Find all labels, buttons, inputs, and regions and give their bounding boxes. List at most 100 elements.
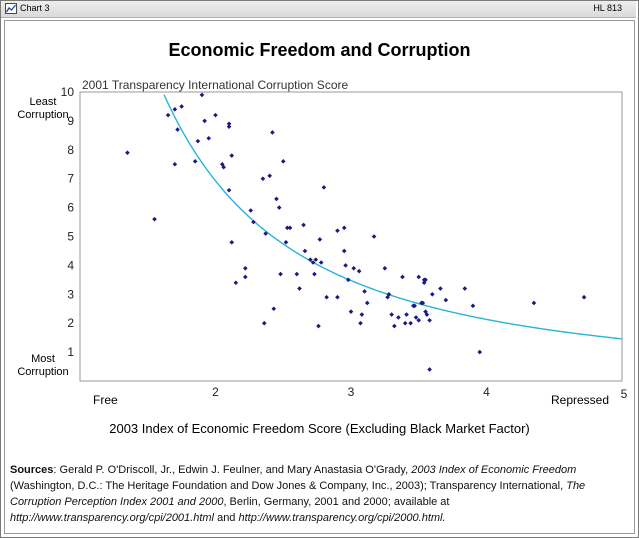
- y-axis-title: 2001 Transparency International Corrupti…: [82, 78, 349, 92]
- chart-icon: [5, 3, 17, 14]
- data-point: [206, 135, 212, 141]
- data-point: [261, 320, 267, 326]
- data-point: [343, 263, 348, 268]
- data-point: [324, 294, 329, 300]
- data-point: [386, 292, 392, 297]
- data-point: [270, 130, 275, 135]
- y-tick-label: 8: [67, 143, 74, 157]
- data-point: [267, 173, 272, 179]
- x-tick-label: 3: [348, 385, 355, 399]
- data-point: [335, 228, 340, 234]
- y-tick-label: 2: [67, 316, 74, 330]
- data-point: [392, 323, 397, 329]
- y-tick-label: 1: [67, 345, 74, 359]
- data-point: [285, 225, 290, 231]
- data-point: [202, 118, 207, 124]
- data-point: [477, 349, 483, 355]
- data-point: [396, 315, 401, 320]
- data-point: [470, 303, 476, 309]
- data-point: [301, 222, 306, 228]
- data-point: [413, 315, 419, 320]
- data-point: [221, 164, 226, 170]
- plot-area: [79, 91, 623, 382]
- document-id: HL 813: [593, 3, 622, 13]
- data-point: [362, 289, 367, 294]
- data-point: [172, 107, 178, 112]
- data-point: [313, 257, 319, 262]
- x-right-label: Repressed: [551, 393, 610, 407]
- data-point: [364, 300, 370, 306]
- data-point: [263, 231, 268, 236]
- data-point: [317, 237, 323, 242]
- data-point: [416, 318, 422, 323]
- data-point: [226, 121, 232, 127]
- data-point: [531, 300, 537, 306]
- data-point: [172, 161, 178, 167]
- y-tick-label: 6: [67, 201, 74, 215]
- sources-note: Sources: Gerald P. O'Driscoll, Jr., Edwi…: [10, 462, 630, 526]
- data-point: [229, 239, 235, 245]
- data-point: [287, 225, 293, 231]
- data-point: [359, 312, 365, 317]
- data-point: [233, 280, 239, 286]
- data-point: [318, 260, 324, 265]
- y-tick-label: 4: [67, 258, 74, 272]
- trend-line: [163, 94, 623, 340]
- data-point: [226, 124, 232, 129]
- data-point: [243, 274, 248, 280]
- data-point: [271, 306, 277, 312]
- data-point: [125, 150, 130, 155]
- data-point: [175, 127, 180, 132]
- sources-text-3: , Berlin, Germany, 2001 and 2000; availa…: [223, 496, 450, 508]
- chart-header-bar: Chart 3 HL 813: [1, 1, 636, 18]
- x-tick-label: 4: [483, 385, 490, 399]
- data-point: [462, 286, 468, 291]
- x-axis-title: 2003 Index of Economic Freedom Score (Ex…: [109, 421, 530, 436]
- data-point: [226, 187, 232, 193]
- x-tick-label: 2: [212, 385, 219, 399]
- data-point: [316, 323, 321, 329]
- data-point: [199, 92, 205, 98]
- data-point: [404, 312, 409, 317]
- sources-title-1: 2003 Index of Economic Freedom: [411, 464, 577, 476]
- x-left-label: Free: [93, 393, 118, 407]
- data-point: [312, 271, 317, 277]
- data-point: [308, 257, 313, 262]
- data-point: [243, 265, 248, 271]
- data-point: [423, 277, 428, 283]
- data-point: [430, 292, 435, 297]
- data-point: [274, 196, 279, 202]
- chart-number-label: Chart 3: [20, 3, 50, 13]
- y-tick-label: 7: [67, 172, 74, 186]
- sources-url-2: http://www.transparency.org/cpi/2000.htm…: [238, 512, 446, 524]
- data-point: [195, 138, 201, 144]
- data-point: [443, 297, 449, 303]
- data-point: [280, 159, 286, 164]
- data-point: [321, 185, 327, 190]
- data-point: [382, 265, 388, 271]
- data-point: [297, 286, 302, 291]
- data-point: [165, 112, 171, 118]
- data-point: [302, 248, 308, 254]
- data-point: [283, 239, 289, 245]
- data-point: [371, 234, 377, 239]
- data-point: [341, 248, 347, 254]
- data-point: [420, 300, 426, 306]
- y-tick-label: 5: [67, 230, 74, 244]
- data-point: [385, 294, 390, 300]
- sources-url-1: http://www.transparency.org/cpi/2001.htm…: [10, 512, 215, 524]
- data-point: [310, 260, 316, 265]
- data-point: [345, 277, 351, 283]
- data-point: [294, 271, 300, 277]
- sources-text-2: (Washington, D.C.: The Heritage Foundati…: [10, 480, 567, 492]
- data-point: [424, 312, 430, 317]
- data-point: [351, 265, 357, 271]
- data-point: [427, 318, 432, 323]
- y-top-label: Least Corruption: [17, 96, 69, 121]
- chart-panel: [4, 20, 635, 534]
- chart-title: Economic Freedom and Corruption: [168, 40, 471, 60]
- data-point: [260, 176, 266, 181]
- data-point: [427, 367, 432, 372]
